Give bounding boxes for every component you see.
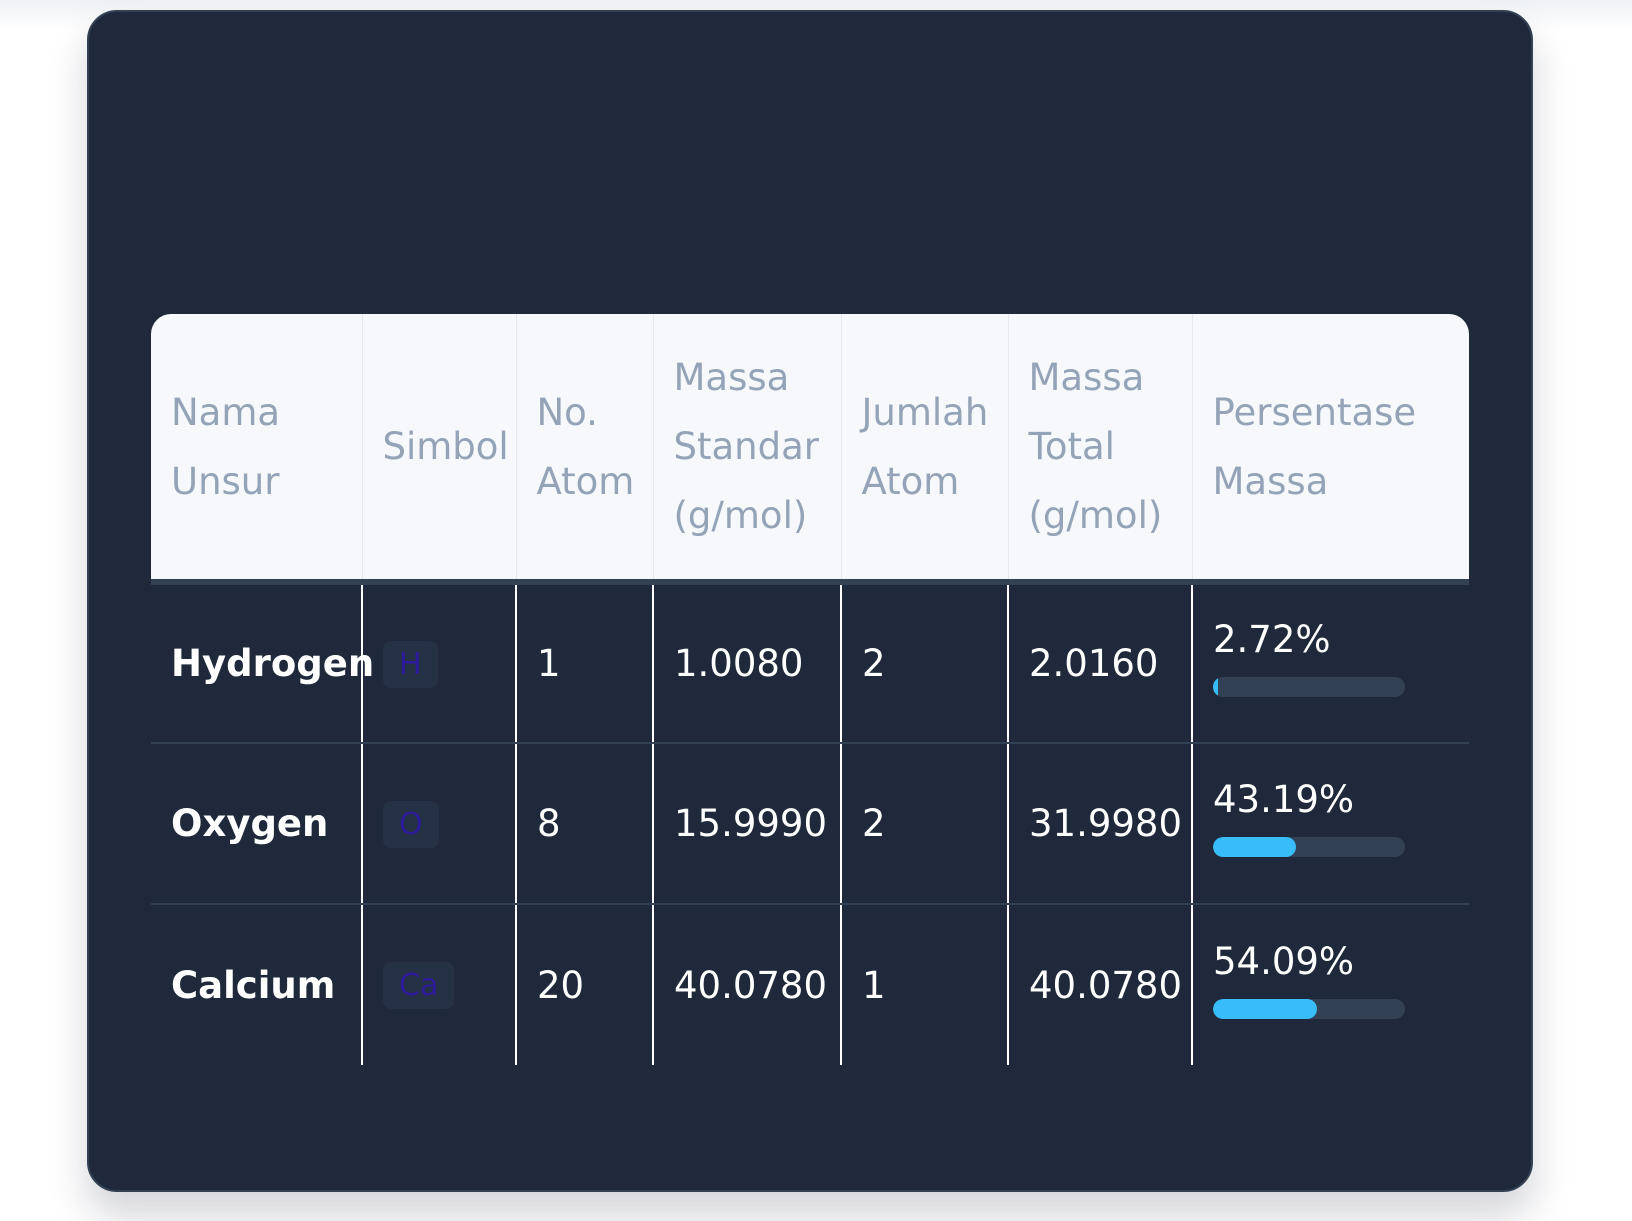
symbol-cell: H xyxy=(361,582,516,744)
standard-mass: 15.9990 xyxy=(652,743,841,905)
composition-table-wrapper: Nama Unsur Simbol No. Atom Massa Standar… xyxy=(151,314,1469,1065)
header-standard-mass: Massa Standar (g/mol) xyxy=(652,314,841,585)
total-mass: 2.0160 xyxy=(1007,582,1192,744)
header-symbol: Simbol xyxy=(361,314,516,585)
header-row: Nama Unsur Simbol No. Atom Massa Standar… xyxy=(151,314,1469,585)
header-atom-count: Jumlah Atom xyxy=(840,314,1008,585)
mass-percent-text: 43.19% xyxy=(1213,778,1355,821)
mass-percent-cell: 2.72% xyxy=(1191,582,1469,744)
standard-mass: 40.0780 xyxy=(652,904,841,1065)
atom-count: 2 xyxy=(840,743,1008,905)
mass-percent-bar-fill xyxy=(1213,677,1219,697)
header-total-mass: Massa Total (g/mol) xyxy=(1007,314,1192,585)
header-name: Nama Unsur xyxy=(151,314,362,585)
atom-count: 2 xyxy=(840,582,1008,744)
symbol-badge: O xyxy=(383,800,439,848)
composition-table: Nama Unsur Simbol No. Atom Massa Standar… xyxy=(151,314,1469,1065)
table-body: Hydrogen H 1 1.0080 2 2.0160 2.72% xyxy=(151,582,1469,1065)
table-row: Calcium Ca 20 40.0780 1 40.0780 54.09% xyxy=(151,904,1469,1065)
atomic-number: 1 xyxy=(515,582,653,744)
composition-card: Nama Unsur Simbol No. Atom Massa Standar… xyxy=(87,10,1533,1192)
symbol-cell: O xyxy=(361,743,516,905)
symbol-cell: Ca xyxy=(361,904,516,1065)
header-atomic-number: No. Atom xyxy=(515,314,653,585)
element-name: Oxygen xyxy=(151,743,362,905)
header-mass-percent: Persentase Massa xyxy=(1191,314,1469,585)
element-name: Calcium xyxy=(171,963,336,1007)
mass-percent-bar xyxy=(1213,677,1405,697)
table-header: Nama Unsur Simbol No. Atom Massa Standar… xyxy=(151,314,1469,585)
symbol-badge: H xyxy=(383,640,438,688)
symbol-badge: Ca xyxy=(383,962,455,1009)
mass-percent-text: 54.09% xyxy=(1213,939,1355,983)
atom-count: 1 xyxy=(840,904,1008,1065)
mass-percent-bar-fill xyxy=(1213,998,1317,1019)
mass-percent-bar xyxy=(1213,998,1405,1019)
total-mass: 40.0780 xyxy=(1007,904,1192,1065)
mass-percent-text: 2.72% xyxy=(1213,618,1331,661)
atomic-number: 8 xyxy=(515,743,653,905)
mass-percent-bar-fill xyxy=(1213,837,1296,857)
mass-percent-cell: 43.19% xyxy=(1191,743,1469,905)
standard-mass: 1.0080 xyxy=(652,582,841,744)
atomic-number: 20 xyxy=(515,904,653,1065)
mass-percent-bar xyxy=(1213,837,1405,857)
mass-percent-cell: 54.09% xyxy=(1191,904,1469,1065)
element-name: Hydrogen xyxy=(151,582,374,744)
table-row: Oxygen O 8 15.9990 2 31.9980 43.19% xyxy=(151,743,1469,905)
table-row: Hydrogen H 1 1.0080 2 2.0160 2.72% xyxy=(151,582,1469,744)
total-mass: 31.9980 xyxy=(1007,743,1192,905)
